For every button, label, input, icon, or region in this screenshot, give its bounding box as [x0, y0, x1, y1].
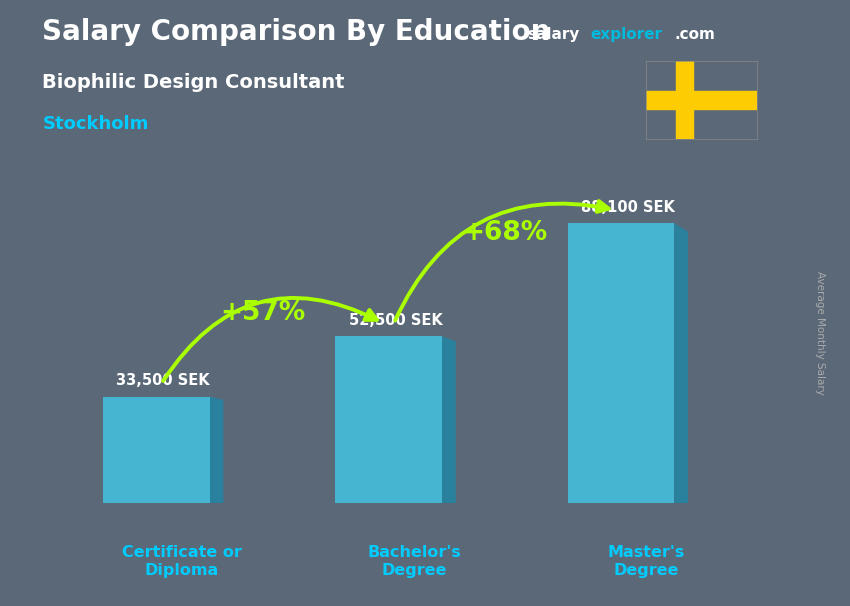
Text: salary: salary: [527, 27, 580, 42]
Polygon shape: [442, 336, 456, 503]
Bar: [103, 397, 210, 503]
Text: Certificate or
Diploma: Certificate or Diploma: [122, 545, 241, 578]
Bar: [677, 61, 693, 139]
Bar: [568, 224, 674, 503]
Text: Bachelor's
Degree: Bachelor's Degree: [367, 545, 461, 578]
Bar: [336, 336, 442, 503]
Text: explorer: explorer: [591, 27, 663, 42]
Text: .com: .com: [674, 27, 715, 42]
Text: 88,100 SEK: 88,100 SEK: [581, 200, 675, 215]
Text: Average Monthly Salary: Average Monthly Salary: [815, 271, 825, 395]
Text: +68%: +68%: [462, 220, 547, 246]
Text: +57%: +57%: [220, 300, 305, 326]
Bar: [646, 90, 756, 110]
Text: Stockholm: Stockholm: [42, 115, 149, 133]
Polygon shape: [210, 397, 224, 503]
Text: Biophilic Design Consultant: Biophilic Design Consultant: [42, 73, 345, 92]
Text: 33,500 SEK: 33,500 SEK: [116, 373, 210, 388]
Polygon shape: [674, 224, 688, 503]
Text: Master's
Degree: Master's Degree: [608, 545, 685, 578]
Text: Salary Comparison By Education: Salary Comparison By Education: [42, 18, 551, 46]
Text: 52,500 SEK: 52,500 SEK: [348, 313, 443, 328]
